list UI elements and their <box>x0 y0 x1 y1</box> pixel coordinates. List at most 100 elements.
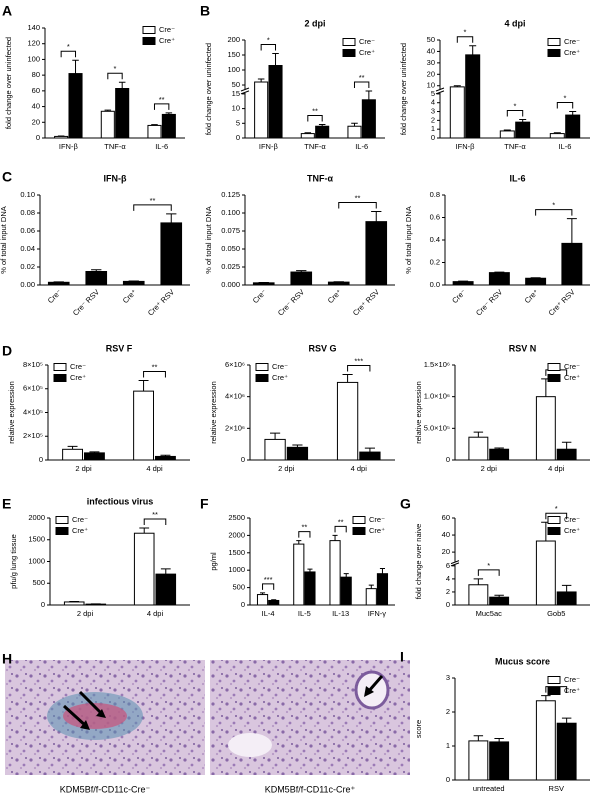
chart-title: RSV F <box>106 343 133 353</box>
x-tick-label: 2 dpi <box>77 609 94 618</box>
y-tick-label: 140 <box>27 23 40 32</box>
significance-label: ** <box>301 523 307 532</box>
x-tick-label: Cre⁻ <box>46 287 64 305</box>
bar <box>155 456 175 460</box>
bar <box>557 449 576 460</box>
y-tick-label: 500 <box>32 578 45 587</box>
legend-label: Cre⁻ <box>564 362 580 371</box>
y-tick-label: 200 <box>227 35 240 44</box>
significance-label: ** <box>152 362 158 371</box>
y-tick-label: 2 <box>446 707 450 716</box>
bar <box>536 397 555 460</box>
panel-letter: B <box>200 3 210 19</box>
legend-label: Cre⁺ <box>70 373 86 382</box>
y-tick-label: 6 <box>446 561 450 570</box>
y-tick-label: 2×10⁵ <box>23 431 43 440</box>
legend-label: Cre⁺ <box>359 48 375 57</box>
y-tick-label: 0 <box>241 455 245 464</box>
error-bar <box>161 569 171 574</box>
y-tick-label: 6×10⁵ <box>23 384 43 393</box>
x-tick-label: 4 dpi <box>147 609 164 618</box>
y-tick-label: 60 <box>32 86 40 95</box>
bar <box>469 741 488 780</box>
y-tick-label: 40 <box>427 46 435 55</box>
panel-letter: C <box>2 169 12 185</box>
chart-title: TNF-α <box>307 173 333 183</box>
y-tick-label: 40 <box>442 530 450 539</box>
x-tick-label: 2 dpi <box>481 464 498 473</box>
x-tick-label: IL-4 <box>262 609 275 618</box>
y-tick-label: 500 <box>232 583 245 592</box>
error-bar <box>494 739 503 742</box>
legend-label: Cre⁻ <box>564 675 580 684</box>
y-tick-label: 0.6 <box>430 212 440 221</box>
legend-label: Cre⁻ <box>70 362 86 371</box>
legend-label: Cre⁻ <box>369 515 385 524</box>
y-axis-label: fold change over naive <box>414 524 423 599</box>
y-tick-label: 1000 <box>228 565 245 574</box>
y-tick-label: 3 <box>446 673 450 682</box>
legend-label: Cre⁻ <box>564 515 580 524</box>
legend-swatch <box>143 38 155 45</box>
x-tick-label: 4 dpi <box>146 464 163 473</box>
y-tick-label: 0.125 <box>221 190 240 199</box>
bar <box>287 447 307 460</box>
legend-swatch <box>548 364 560 371</box>
bar <box>362 100 375 138</box>
panel-letter: A <box>2 3 12 19</box>
y-tick-label: 0.075 <box>221 226 240 235</box>
legend-swatch <box>353 517 365 524</box>
chart-title: RSV G <box>308 343 336 353</box>
bar <box>557 723 576 780</box>
bar <box>123 281 144 285</box>
x-tick-label: IL-13 <box>332 609 349 618</box>
x-tick-label: Cre⁻ RSV <box>276 287 306 317</box>
y-tick-label: 0.04 <box>20 244 35 253</box>
legend-swatch <box>548 375 560 382</box>
error-bar <box>562 718 571 723</box>
x-tick-label: IL-6 <box>155 142 168 151</box>
bar <box>366 222 387 285</box>
error-bar <box>296 541 301 544</box>
y-tick-label: 100 <box>27 54 40 63</box>
significance-bracket <box>108 73 122 79</box>
legend-label: Cre⁺ <box>159 36 175 45</box>
y-tick-label: 2000 <box>228 530 245 539</box>
y-tick-label: 0.4 <box>430 235 440 244</box>
image-caption: KDM5Bf/f-CD11c-Cre⁻ <box>60 784 151 794</box>
legend-swatch <box>256 375 268 382</box>
bar <box>341 577 351 605</box>
bar <box>156 574 176 605</box>
x-tick-label: TNF-α <box>504 142 526 151</box>
bar <box>55 136 68 138</box>
legend-swatch <box>353 528 365 535</box>
bar <box>294 544 304 605</box>
y-tick-label: 5.0×10⁵ <box>424 423 450 432</box>
significance-bracket <box>308 115 322 121</box>
error-bar <box>119 82 126 88</box>
error-bar <box>569 112 576 116</box>
bar <box>162 114 175 138</box>
bar <box>450 87 464 138</box>
y-tick-label: 0 <box>36 133 40 142</box>
error-bar <box>541 696 550 701</box>
y-tick-label: 0.02 <box>20 262 35 271</box>
bar <box>48 282 69 285</box>
significance-bracket <box>348 366 370 372</box>
error-bar <box>72 60 79 73</box>
y-tick-label: 0.000 <box>221 280 240 289</box>
y-tick-label: 0 <box>446 455 450 464</box>
chart-title: Mucus score <box>495 656 550 666</box>
x-tick-label: TNF-α <box>104 142 126 151</box>
legend-swatch <box>548 688 560 695</box>
bar <box>516 122 530 138</box>
significance-label: ** <box>355 194 361 203</box>
y-tick-label: 2×10⁶ <box>225 423 245 432</box>
x-tick-label: Cre⁺ RSV <box>146 287 176 317</box>
significance-bracket <box>263 584 274 590</box>
significance-bracket <box>299 532 310 538</box>
legend-swatch <box>548 50 560 57</box>
x-tick-label: IL-6 <box>355 142 368 151</box>
legend-label: Cre⁺ <box>564 526 580 535</box>
